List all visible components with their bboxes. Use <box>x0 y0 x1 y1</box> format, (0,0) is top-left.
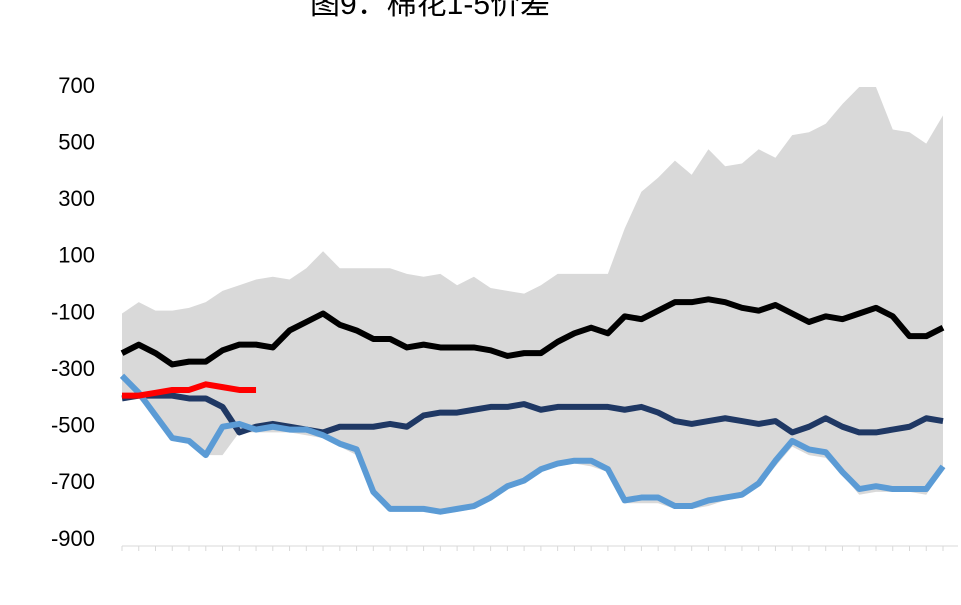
y-tick-label: -700 <box>51 469 95 494</box>
y-tick-label: -300 <box>51 356 95 381</box>
y-tick-label: -100 <box>51 299 95 324</box>
series-line <box>120 296 945 368</box>
y-tick-label: 300 <box>58 186 95 211</box>
chart-title: 图9：棉花1-5价差 <box>310 0 550 21</box>
y-tick-label: -900 <box>51 526 95 551</box>
range-area <box>122 87 943 515</box>
y-tick-label: 100 <box>58 243 95 268</box>
y-tick-label: -500 <box>51 413 95 438</box>
y-tick-label: 500 <box>58 129 95 154</box>
y-tick-label: 700 <box>58 73 95 98</box>
series-line <box>122 381 257 399</box>
series-line <box>119 373 946 515</box>
